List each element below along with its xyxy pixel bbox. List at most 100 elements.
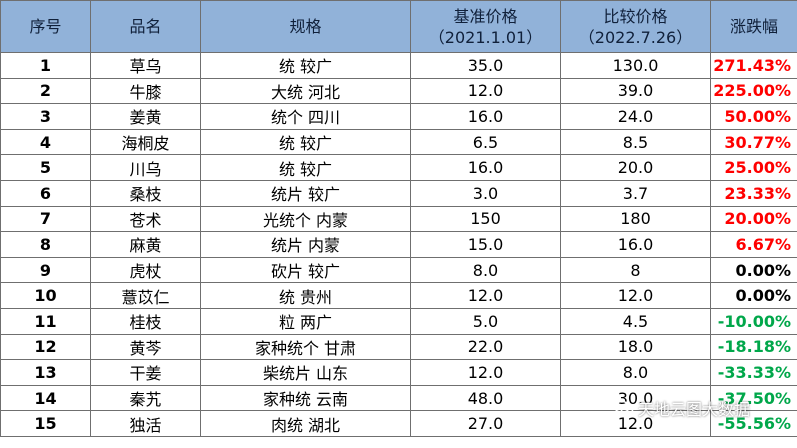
table-row: 6 桑枝 统片 较广 3.0 3.7 23.33% bbox=[0, 179, 797, 207]
row-spec: 家种统个 甘肃 bbox=[200, 333, 411, 361]
row-spec: 统 较广 bbox=[200, 128, 411, 156]
table-row: 13 干姜 柴统片 山东 12.0 8.0 -33.33% bbox=[0, 359, 797, 386]
row-name: 独活 bbox=[90, 410, 201, 437]
header-base-price-date: （2021.1.01） bbox=[428, 27, 543, 47]
row-compare-price: 16.0 bbox=[560, 231, 711, 258]
row-index: 15 bbox=[0, 410, 91, 437]
header-name: 品名 bbox=[90, 0, 201, 53]
row-change: -10.00% bbox=[710, 307, 797, 335]
table-row: 11 桂枝粒 两广 5.0 4.5 -10.00% bbox=[0, 307, 797, 335]
row-index: 12 bbox=[0, 333, 91, 361]
row-name: 虎杖 bbox=[90, 256, 201, 284]
row-compare-price: 12.0 bbox=[560, 410, 711, 437]
row-change: -37.50% bbox=[710, 384, 797, 412]
row-base-price: 35.0 bbox=[410, 52, 561, 79]
row-change: 20.00% bbox=[710, 205, 797, 233]
row-change: 50.00% bbox=[710, 103, 797, 130]
header-index: 序号 bbox=[0, 0, 91, 53]
row-compare-price: 39.0 bbox=[560, 77, 711, 105]
row-change: -33.33% bbox=[710, 359, 797, 386]
row-index: 4 bbox=[0, 128, 91, 156]
header-compare-price-date: （2022.7.26） bbox=[578, 27, 693, 47]
header-spec: 规格 bbox=[200, 0, 411, 53]
row-base-price: 6.5 bbox=[410, 128, 561, 156]
row-base-price: 150 bbox=[410, 205, 561, 233]
table-row: 5 川乌统 较广 16.0 20.0 25.00% bbox=[0, 154, 797, 181]
row-base-price: 12.0 bbox=[410, 359, 561, 386]
row-spec: 肉统 湖北 bbox=[200, 410, 411, 437]
row-compare-price: 18.0 bbox=[560, 333, 711, 361]
header-base-price-label: 基准价格 bbox=[453, 6, 518, 26]
row-spec: 粒 两广 bbox=[200, 307, 411, 335]
row-compare-price: 20.0 bbox=[560, 154, 711, 181]
row-compare-price: 12.0 bbox=[560, 282, 711, 309]
row-change: 30.77% bbox=[710, 128, 797, 156]
row-base-price: 16.0 bbox=[410, 103, 561, 130]
row-index: 5 bbox=[0, 154, 91, 181]
row-name: 姜黄 bbox=[90, 103, 201, 130]
row-index: 11 bbox=[0, 307, 91, 335]
row-index: 13 bbox=[0, 359, 91, 386]
row-compare-price: 3.7 bbox=[560, 179, 711, 207]
row-index: 6 bbox=[0, 179, 91, 207]
row-base-price: 8.0 bbox=[410, 256, 561, 284]
row-compare-price: 180 bbox=[560, 205, 711, 233]
row-base-price: 27.0 bbox=[410, 410, 561, 437]
row-name: 薏苡仁 bbox=[90, 282, 201, 309]
row-spec: 统个 四川 bbox=[200, 103, 411, 130]
table-row: 15 独活 肉统 湖北 27.0 12.0 -55.56% bbox=[0, 410, 797, 437]
table-row: 1 草乌统 较广 35.0 130.0 271.43% bbox=[0, 52, 797, 79]
row-name: 海桐皮 bbox=[90, 128, 201, 156]
row-name: 苍术 bbox=[90, 205, 201, 233]
row-spec: 统 较广 bbox=[200, 52, 411, 79]
row-base-price: 16.0 bbox=[410, 154, 561, 181]
row-change: 6.67% bbox=[710, 231, 797, 258]
row-compare-price: 8.5 bbox=[560, 128, 711, 156]
header-row: 序号 品名 规格 基准价格 （2021.1.01） 比较价格 （2022.7.2… bbox=[0, 0, 797, 53]
row-name: 秦艽 bbox=[90, 384, 201, 412]
row-spec: 统片 较广 bbox=[200, 179, 411, 207]
row-name: 桂枝 bbox=[90, 307, 201, 335]
table-row: 7 苍术 光统个 内蒙 150 180 20.00% bbox=[0, 205, 797, 233]
row-name: 川乌 bbox=[90, 154, 201, 181]
row-compare-price: 8 bbox=[560, 256, 711, 284]
header-compare-price: 比较价格 （2022.7.26） bbox=[560, 0, 711, 53]
row-base-price: 12.0 bbox=[410, 77, 561, 105]
row-spec: 大统 河北 bbox=[200, 77, 411, 105]
row-index: 10 bbox=[0, 282, 91, 309]
table-row: 2 牛膝 大统 河北 12.0 39.0 225.00% bbox=[0, 77, 797, 105]
table-row: 14 秦艽 家种统 云南 48.0 30.0 -37.50% bbox=[0, 384, 797, 412]
row-spec: 统 贵州 bbox=[200, 282, 411, 309]
table-row: 4 海桐皮统 较广 6.5 8.5 30.77% bbox=[0, 128, 797, 156]
row-index: 8 bbox=[0, 231, 91, 258]
row-change: -55.56% bbox=[710, 410, 797, 437]
row-name: 牛膝 bbox=[90, 77, 201, 105]
row-index: 3 bbox=[0, 103, 91, 130]
header-base-price: 基准价格 （2021.1.01） bbox=[410, 0, 561, 53]
row-spec: 柴统片 山东 bbox=[200, 359, 411, 386]
row-base-price: 5.0 bbox=[410, 307, 561, 335]
row-compare-price: 130.0 bbox=[560, 52, 711, 79]
row-spec: 光统个 内蒙 bbox=[200, 205, 411, 233]
row-base-price: 15.0 bbox=[410, 231, 561, 258]
table-row: 3 姜黄 统个 四川 16.0 24.0 50.00% bbox=[0, 103, 797, 130]
row-spec: 统 较广 bbox=[200, 154, 411, 181]
row-change: 0.00% bbox=[710, 282, 797, 309]
row-index: 2 bbox=[0, 77, 91, 105]
table-header: 序号 品名 规格 基准价格 （2021.1.01） 比较价格 （2022.7.2… bbox=[0, 0, 797, 53]
row-base-price: 48.0 bbox=[410, 384, 561, 412]
row-index: 9 bbox=[0, 256, 91, 284]
row-name: 黄芩 bbox=[90, 333, 201, 361]
row-index: 1 bbox=[0, 52, 91, 79]
row-name: 麻黄 bbox=[90, 231, 201, 258]
header-compare-price-label: 比较价格 bbox=[603, 6, 668, 26]
row-spec: 砍片 较广 bbox=[200, 256, 411, 284]
price-change-table: 序号 品名 规格 基准价格 （2021.1.01） 比较价格 （2022.7.2… bbox=[0, 0, 797, 437]
row-change: 25.00% bbox=[710, 154, 797, 181]
row-change: 0.00% bbox=[710, 256, 797, 284]
row-base-price: 3.0 bbox=[410, 179, 561, 207]
table-row: 8 麻黄 统片 内蒙 15.0 16.0 6.67% bbox=[0, 231, 797, 258]
row-name: 草乌 bbox=[90, 52, 201, 79]
table-row: 12 黄芩 家种统个 甘肃 22.0 18.0 -18.18% bbox=[0, 333, 797, 361]
row-change: 271.43% bbox=[710, 52, 797, 79]
